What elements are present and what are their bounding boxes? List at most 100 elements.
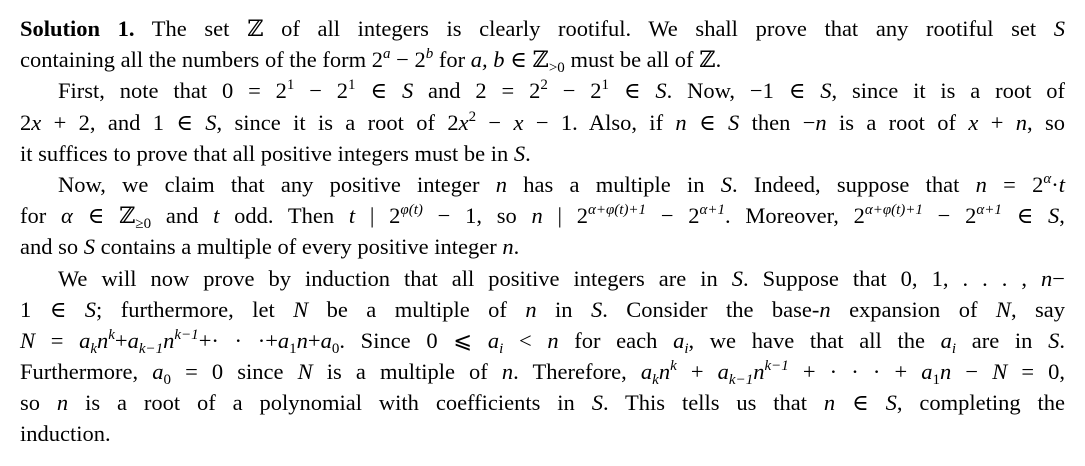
text-run: has a multiple in	[507, 171, 721, 197]
math-variable: S	[513, 140, 526, 166]
text-run: in	[536, 296, 591, 322]
math-variable: n	[547, 327, 559, 353]
text-run: <	[503, 327, 548, 353]
subscript: k	[652, 372, 659, 389]
text-run: ∈	[686, 109, 729, 135]
text-run: ,	[1059, 203, 1065, 229]
text-run: , say	[1010, 296, 1065, 322]
text-run: . Now, −1 ∈	[666, 78, 821, 104]
math-variable: t	[213, 203, 220, 229]
paragraph-line: containing all the numbers of the form 2…	[20, 44, 1065, 77]
subscript: k−1	[138, 340, 164, 357]
math-variable: t	[348, 203, 356, 229]
subscript: 1	[932, 372, 941, 389]
math-variable: a	[717, 359, 729, 385]
math-variable: x	[31, 109, 42, 135]
math-variable: N	[293, 296, 309, 322]
text-run: | 2	[542, 203, 588, 229]
math-variable: n	[940, 359, 952, 385]
text-run: ∈	[835, 390, 886, 416]
math-variable: a	[127, 327, 139, 353]
text-run: − 1. Also, if	[523, 109, 676, 135]
text-run: ∈	[355, 78, 402, 104]
math-variable: n	[675, 109, 687, 135]
text-run: . Consider the base-	[602, 296, 820, 322]
text-run: . Therefore,	[513, 359, 641, 385]
text-run: is a multiple of	[312, 359, 502, 385]
solution-heading: Solution 1.	[20, 16, 135, 41]
subscript: ≥0	[135, 216, 152, 233]
text-run: so	[20, 390, 57, 416]
text-run: , completing the	[896, 390, 1066, 416]
math-variable: a	[940, 327, 952, 353]
subscript: k	[90, 340, 97, 357]
superscript: α+1	[699, 202, 726, 219]
text-run: for	[433, 47, 471, 73]
text-run: = 0,	[1007, 359, 1065, 385]
paragraph-line: 2x + 2, and 1 ∈ S, since it is a root of…	[20, 107, 1065, 138]
text-run: ∈ ℤ	[72, 203, 136, 229]
text-run: − 2	[922, 203, 977, 229]
superscript: 1	[286, 77, 295, 94]
superscript: 2	[540, 77, 548, 94]
text-run: and	[151, 203, 214, 229]
text-run: − 2	[390, 47, 426, 73]
math-variable: n	[819, 296, 831, 322]
math-variable: N	[992, 359, 1008, 385]
math-variable: S	[720, 171, 732, 197]
text-run: ∈ ℤ	[504, 47, 549, 73]
paragraph-line: induction.	[20, 418, 1065, 449]
text-run: and 2 = 2	[413, 78, 541, 104]
paragraph-line: Furthermore, a0 = 0 since N is a multipl…	[20, 356, 1065, 389]
text-run: +	[978, 109, 1016, 135]
math-variable: t	[1058, 171, 1065, 197]
math-variable: a, b	[470, 47, 505, 73]
text-run: =	[35, 327, 80, 353]
superscript: α+φ(t)+1	[864, 202, 923, 219]
math-variable: n	[658, 359, 671, 385]
math-variable: S	[591, 390, 603, 416]
superscript: k	[108, 326, 115, 343]
text-run: 2	[20, 109, 32, 135]
math-variable: α	[61, 203, 73, 229]
text-run: .	[513, 234, 520, 260]
text-run: We will now prove by induction that all …	[58, 265, 732, 291]
text-run: ∈	[609, 78, 656, 104]
text-run: − 1, so	[422, 203, 532, 229]
superscript: φ(t)	[400, 202, 423, 219]
math-variable: n	[1015, 109, 1027, 135]
math-variable: n	[1041, 265, 1053, 291]
subscript: i	[951, 340, 957, 357]
text-run: . Suppose that 0, 1, . . . ,	[743, 265, 1042, 291]
text-run: then −	[739, 109, 816, 135]
text-run: + · · · +	[788, 359, 922, 385]
text-run: 1 ∈	[20, 296, 85, 322]
math-variable: S	[1053, 16, 1065, 41]
math-variable: S	[731, 265, 744, 291]
superscript: k	[670, 358, 677, 375]
paragraph-line: and so S contains a multiple of every po…	[20, 231, 1065, 262]
math-variable: S	[83, 234, 95, 260]
math-variable: N	[995, 296, 1011, 322]
math-variable: S	[84, 296, 97, 322]
superscript: 1	[348, 77, 356, 94]
superscript: α+1	[976, 202, 1002, 219]
superscript: 1	[601, 77, 610, 94]
paragraph-line: Solution 1. The set ℤ of all integers is…	[20, 13, 1065, 44]
text-run: − 2	[646, 203, 700, 229]
math-variable: a	[152, 359, 164, 385]
math-variable: a	[487, 327, 500, 353]
paragraph-line: Now, we claim that any positive integer …	[20, 169, 1065, 200]
math-variable: a	[640, 359, 653, 385]
math-variable: S	[205, 109, 217, 135]
paragraph-line: We will now prove by induction that all …	[20, 263, 1065, 294]
text-run: −	[476, 109, 514, 135]
subscript: i	[684, 340, 689, 357]
text-run: ∈	[1001, 203, 1049, 229]
math-variable: S	[655, 78, 667, 104]
text-run: , so	[1027, 109, 1065, 135]
text-run: for	[20, 203, 61, 229]
subscript: k−1	[728, 372, 754, 389]
math-variable: a	[921, 359, 933, 385]
subscript: >0	[548, 60, 565, 77]
